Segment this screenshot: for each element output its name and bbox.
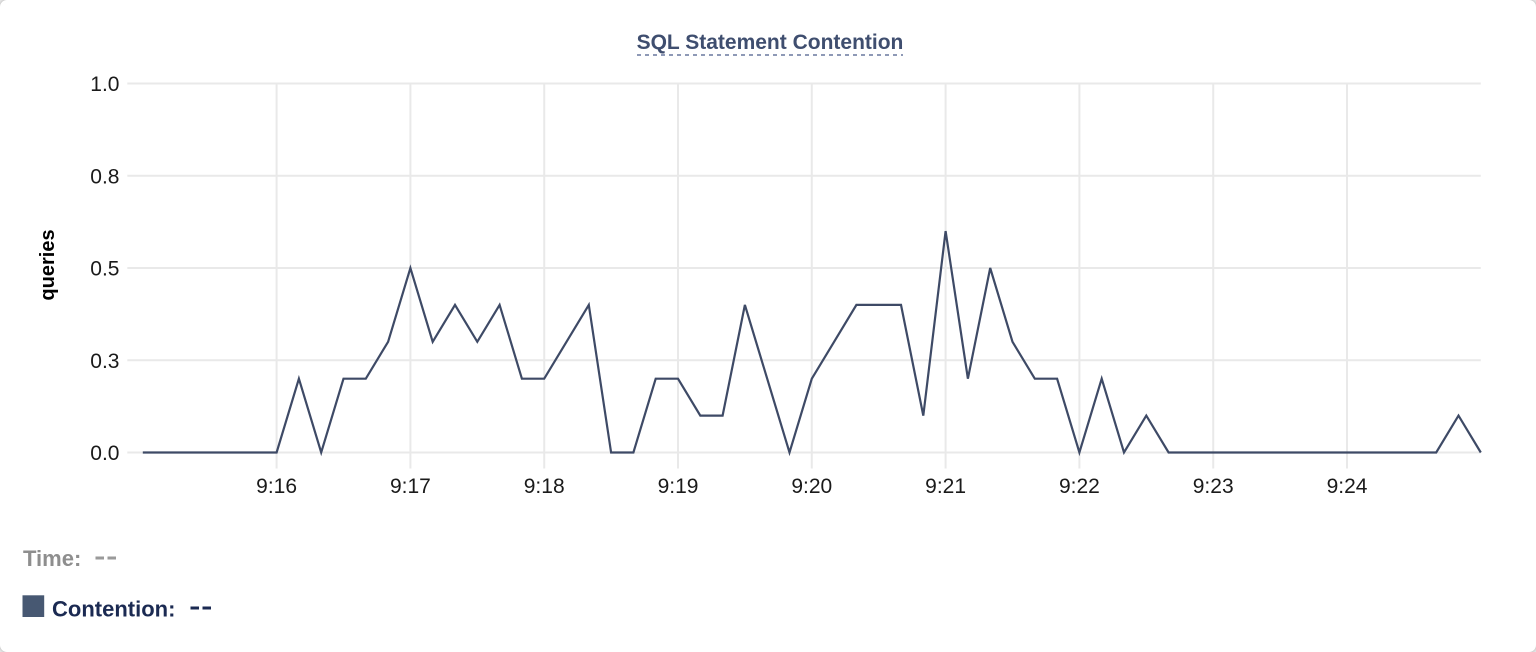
svg-text:0.5: 0.5: [90, 258, 119, 281]
svg-text:9:20: 9:20: [791, 475, 832, 498]
svg-text:9:24: 9:24: [1327, 475, 1368, 498]
svg-text:9:19: 9:19: [658, 475, 699, 498]
svg-text:9:16: 9:16: [256, 475, 297, 498]
svg-text:0.8: 0.8: [90, 165, 119, 188]
svg-text:9:18: 9:18: [524, 475, 565, 498]
svg-text:9:22: 9:22: [1059, 475, 1100, 498]
svg-text:9:23: 9:23: [1193, 475, 1234, 498]
svg-text:Time:: Time:: [23, 546, 81, 571]
svg-text:9:21: 9:21: [925, 475, 966, 498]
svg-text:0.3: 0.3: [90, 350, 119, 373]
svg-text:SQL Statement Contention: SQL Statement Contention: [637, 31, 904, 54]
svg-text:1.0: 1.0: [90, 73, 119, 96]
svg-text:queries: queries: [37, 229, 59, 300]
svg-text:Contention:: Contention:: [52, 596, 175, 621]
svg-text:9:17: 9:17: [390, 475, 431, 498]
svg-text:0.0: 0.0: [90, 442, 119, 465]
